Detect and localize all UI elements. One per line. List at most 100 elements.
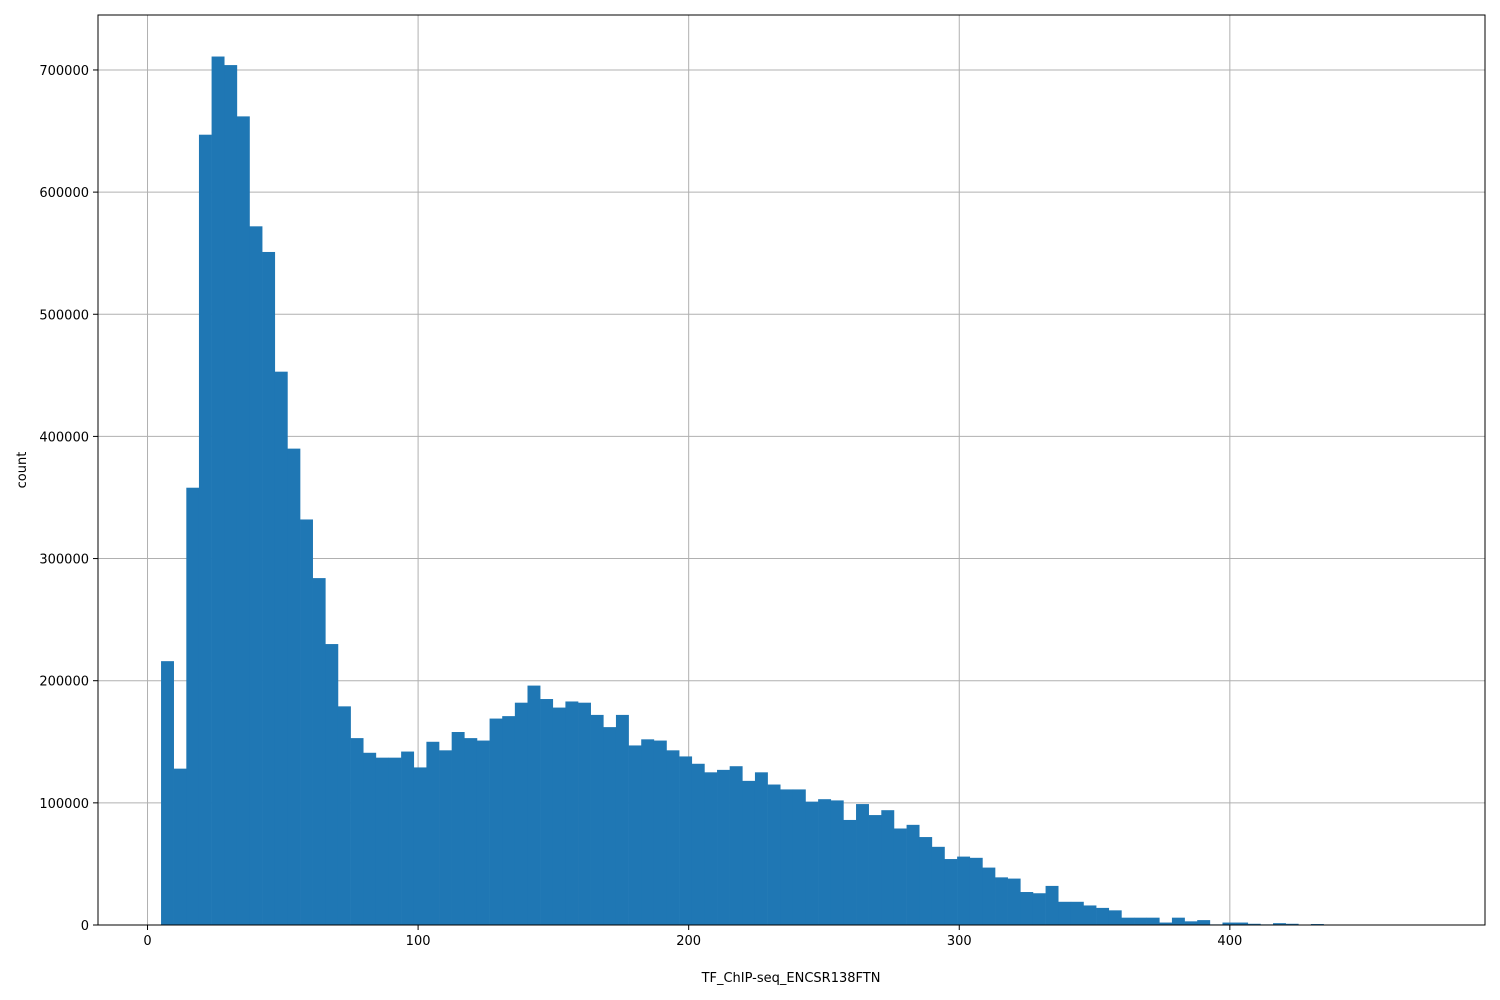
- histogram-bar: [1070, 901, 1084, 925]
- histogram-bar: [1096, 907, 1110, 925]
- histogram-bar: [805, 801, 819, 925]
- x-tick-label: 400: [1217, 934, 1242, 949]
- histogram-bar: [1197, 920, 1211, 925]
- histogram-bar: [1083, 905, 1097, 925]
- y-tick-label: 300000: [39, 553, 89, 568]
- x-tick-label: 300: [947, 934, 972, 949]
- y-tick-label: 600000: [39, 186, 89, 201]
- histogram-bar: [578, 702, 591, 925]
- histogram-bar: [995, 877, 1008, 925]
- histogram-bar: [1235, 922, 1249, 925]
- y-axis-ticks: 0 100000 200000 300000 400000 500000 600000 700…: [39, 64, 98, 934]
- histogram-bar: [868, 815, 882, 925]
- histogram-bar: [704, 772, 718, 925]
- histogram-bar: [754, 772, 768, 925]
- histogram-bar: [818, 799, 832, 925]
- histogram-bar: [641, 739, 655, 925]
- histogram-bar: [274, 371, 288, 925]
- histogram-bar: [1222, 922, 1236, 925]
- x-tick-label: 100: [406, 934, 431, 949]
- histogram-bar: [1007, 878, 1021, 925]
- histogram-bar: [615, 714, 629, 925]
- histogram-bar: [767, 784, 781, 925]
- histogram-bar: [742, 780, 756, 925]
- histogram-bar: [363, 752, 377, 925]
- histogram-bar: [565, 701, 579, 925]
- histogram-bar: [325, 644, 339, 925]
- histogram-bar: [1032, 893, 1046, 925]
- histogram-bar: [717, 769, 730, 925]
- histogram-bar: [931, 846, 945, 925]
- histogram-bar: [628, 745, 642, 925]
- y-axis-label: count: [15, 452, 30, 489]
- histogram-bar: [198, 134, 212, 925]
- histogram-bar: [173, 768, 187, 925]
- histogram-bar: [262, 251, 276, 926]
- histogram-bar: [388, 757, 402, 925]
- histogram-bar: [1134, 917, 1147, 925]
- y-tick-label: 700000: [39, 64, 89, 79]
- histogram-bar: [1285, 923, 1299, 925]
- plot-frame: [97, 14, 1486, 926]
- x-tick-label: 0: [143, 934, 151, 949]
- y-tick-label: 200000: [39, 675, 89, 690]
- histogram-bar: [287, 448, 301, 925]
- histogram-bar: [603, 727, 617, 925]
- histogram-bar: [312, 578, 326, 925]
- histogram-bar: [653, 740, 667, 925]
- x-axis-ticks: 0 100 200 300 400: [143, 925, 1242, 949]
- histogram-bar: [843, 819, 857, 925]
- histogram-bar: [236, 116, 250, 925]
- histogram-bar: [426, 741, 440, 925]
- histogram-bar: [830, 800, 844, 925]
- histogram-bar: [186, 487, 200, 925]
- histogram-bar: [1121, 917, 1135, 925]
- histogram-bar: [969, 857, 983, 925]
- histogram-bar: [906, 824, 920, 925]
- histogram-bar: [919, 837, 933, 925]
- histogram-bar: [464, 738, 478, 925]
- histogram-bar: [957, 856, 971, 925]
- histogram-bar: [1146, 917, 1160, 925]
- y-tick-label: 100000: [39, 797, 89, 812]
- histogram-bar: [1184, 921, 1198, 925]
- histogram-bar: [249, 226, 263, 925]
- histogram-bar: [1108, 910, 1122, 925]
- histogram-bar: [552, 707, 566, 925]
- histogram-bar: [893, 828, 907, 925]
- histogram-bar: [1159, 922, 1173, 925]
- y-tick-label: 400000: [39, 430, 89, 445]
- histogram-bar: [401, 751, 415, 925]
- histogram-bar: [1247, 923, 1261, 925]
- histogram-bar: [1171, 917, 1185, 925]
- histogram-bar: [590, 714, 604, 925]
- histogram-bar: [729, 766, 743, 925]
- histogram-bar: [489, 718, 503, 925]
- histogram-bar: [982, 867, 996, 925]
- y-tick-label: 0: [81, 919, 89, 934]
- histogram-bar: [1058, 901, 1072, 925]
- histogram-bar: [161, 661, 174, 925]
- histogram-bar: [451, 732, 465, 925]
- histogram-bar: [780, 789, 794, 925]
- x-tick-label: 200: [676, 934, 701, 949]
- histogram-bar: [514, 702, 528, 925]
- histogram-bar: [1273, 923, 1286, 925]
- histogram-bar: [476, 740, 490, 925]
- histogram-bar: [691, 763, 705, 925]
- histogram-bar: [856, 804, 869, 925]
- histogram-bar: [881, 810, 895, 925]
- y-tick-label: 500000: [39, 308, 89, 323]
- histogram-bar: [944, 859, 958, 925]
- histogram-bar: [540, 699, 554, 925]
- histogram-bar: [224, 65, 238, 925]
- histogram-bar: [413, 767, 427, 925]
- histogram-bar: [337, 706, 351, 925]
- histogram-bars: [161, 56, 1425, 926]
- histogram-bar: [300, 519, 313, 925]
- histogram-bar: [211, 56, 225, 925]
- histogram-bar: [1045, 885, 1059, 925]
- histogram-bar: [439, 750, 452, 925]
- histogram-bar: [1020, 892, 1034, 925]
